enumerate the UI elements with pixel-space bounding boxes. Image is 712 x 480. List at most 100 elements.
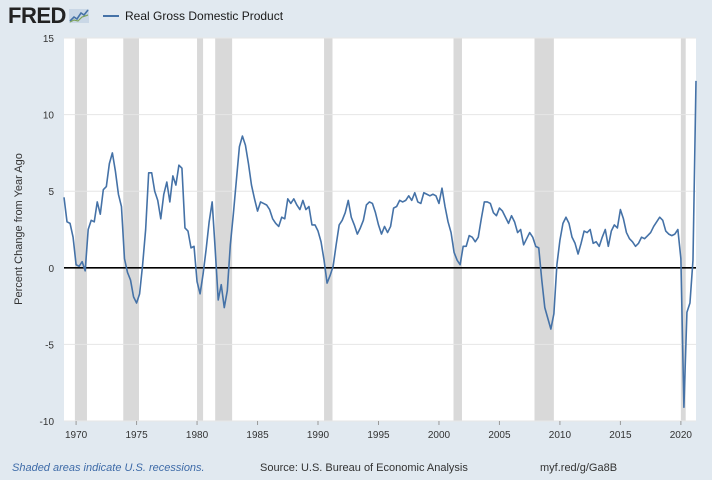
data-point-166 — [564, 215, 568, 219]
data-point-32 — [159, 217, 163, 221]
data-point-118 — [419, 201, 423, 205]
data-point-207 — [688, 301, 692, 305]
data-point-67 — [264, 203, 268, 207]
data-point-46 — [201, 272, 205, 276]
legend-series-swatch — [103, 15, 119, 17]
data-point-10 — [92, 220, 96, 224]
chart-legend: Real Gross Domestic Product — [103, 9, 283, 23]
data-point-79 — [301, 198, 305, 202]
data-point-64 — [255, 209, 259, 213]
data-point-14 — [104, 184, 108, 188]
data-point-164 — [558, 238, 562, 242]
data-point-12 — [98, 212, 102, 216]
data-point-203 — [676, 227, 680, 231]
data-point-143 — [494, 214, 498, 218]
data-point-104 — [376, 223, 380, 227]
fred-logo-text: FRED — [8, 3, 66, 28]
data-point-184 — [618, 207, 622, 211]
data-point-74 — [286, 197, 290, 201]
data-point-15 — [107, 161, 111, 165]
data-point-126 — [443, 204, 447, 208]
data-point-159 — [543, 305, 547, 309]
short-url-link[interactable]: myf.red/g/Ga8B — [540, 462, 618, 474]
data-point-162 — [552, 312, 556, 316]
x-tick-label-2000: 2000 — [428, 430, 451, 441]
data-point-90 — [334, 243, 338, 247]
data-point-3 — [71, 235, 75, 239]
data-point-16 — [110, 151, 114, 155]
data-point-8 — [86, 227, 90, 231]
series-layer — [63, 79, 698, 409]
data-point-33 — [162, 192, 166, 196]
data-point-63 — [252, 197, 256, 201]
data-point-161 — [549, 327, 553, 331]
data-point-147 — [506, 221, 510, 225]
data-point-88 — [328, 273, 332, 277]
data-point-135 — [470, 235, 474, 239]
data-point-2 — [68, 221, 72, 225]
data-point-108 — [388, 224, 392, 228]
data-point-41 — [186, 229, 190, 233]
data-point-31 — [156, 198, 160, 202]
data-point-194 — [648, 230, 652, 234]
data-point-47 — [204, 247, 208, 251]
data-point-190 — [636, 241, 640, 245]
recession-band-0 — [74, 38, 87, 421]
data-point-25 — [137, 292, 141, 296]
data-point-75 — [289, 201, 293, 205]
grid-lines — [64, 37, 696, 422]
data-point-149 — [512, 220, 516, 224]
recession-band-7 — [680, 38, 686, 421]
data-point-26 — [140, 263, 144, 267]
data-point-186 — [624, 230, 628, 234]
data-point-57 — [234, 178, 238, 182]
data-point-78 — [298, 207, 302, 211]
recession-band-1 — [123, 38, 139, 421]
data-point-19 — [119, 204, 123, 208]
data-point-133 — [464, 244, 468, 248]
data-point-136 — [473, 240, 477, 244]
x-tick-label-1975: 1975 — [125, 430, 148, 441]
data-point-198 — [661, 218, 665, 222]
data-point-55 — [228, 243, 232, 247]
recession-band-5 — [453, 38, 462, 421]
series-line-0 — [63, 80, 697, 409]
data-point-34 — [165, 180, 169, 184]
data-point-22 — [128, 278, 132, 282]
data-point-44 — [195, 279, 199, 283]
data-point-95 — [349, 215, 353, 219]
data-point-169 — [573, 241, 577, 245]
fred-logo[interactable]: FRED — [8, 3, 89, 28]
data-point-68 — [267, 207, 271, 211]
data-point-53 — [222, 305, 226, 309]
y-tick-label--5: -5 — [45, 340, 54, 351]
y-tick-label-15: 15 — [43, 34, 55, 45]
y-tick-label--10: -10 — [40, 417, 55, 428]
data-point-36 — [171, 174, 175, 178]
data-point-56 — [231, 212, 235, 216]
data-point-151 — [518, 227, 522, 231]
data-point-160 — [546, 316, 550, 320]
data-point-137 — [476, 235, 480, 239]
data-point-127 — [446, 220, 450, 224]
data-point-209 — [694, 79, 698, 83]
data-point-49 — [210, 200, 214, 204]
x-tick-label-1980: 1980 — [186, 430, 209, 441]
data-point-205 — [682, 405, 686, 409]
data-point-91 — [337, 223, 341, 227]
data-point-52 — [219, 282, 223, 286]
data-point-204 — [679, 256, 683, 260]
data-point-27 — [143, 227, 147, 231]
data-point-145 — [500, 209, 504, 213]
x-tick-label-1985: 1985 — [246, 430, 269, 441]
source-credit: Source: U.S. Bureau of Economic Analysis — [260, 462, 468, 474]
data-point-131 — [458, 263, 462, 267]
data-point-163 — [555, 263, 559, 267]
y-tick-label-10: 10 — [43, 111, 55, 122]
data-point-155 — [531, 235, 535, 239]
data-point-115 — [410, 198, 414, 202]
fred-logo-graph-icon — [68, 9, 89, 23]
data-point-107 — [385, 230, 389, 234]
data-point-105 — [379, 232, 383, 236]
